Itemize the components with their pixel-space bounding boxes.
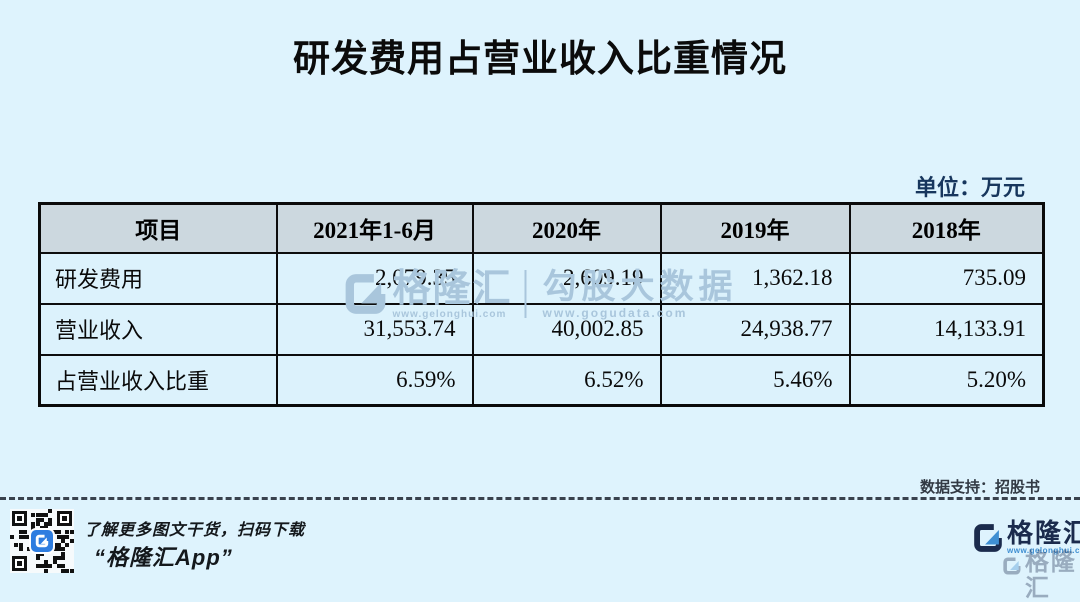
table-cell: 14,133.91 [848,302,1045,356]
gelonghui-brand: 格隆汇 www.gelonghui.com [972,520,1080,555]
table-cell: 6.59% [275,353,474,407]
table-cell: 6.52% [471,353,662,407]
column-header-item: 项目 [38,202,278,254]
source-note: 数据支持：招股书 [919,479,1040,496]
gelonghui-logo-icon [1003,557,1021,575]
qr-finder-icon [57,511,72,526]
column-header-2020: 2020年 [471,202,662,254]
column-header-2019: 2019年 [659,202,851,254]
table-cell: 1,362.18 [659,251,851,305]
qr-code [10,509,74,573]
footer-app-name: “格隆汇App” [94,545,233,570]
gelonghui-brand-ghost: 格隆汇 [1002,550,1080,602]
table-cell: 735.09 [848,251,1045,305]
table-cell: 2,609.19 [471,251,662,305]
unit-label: 单位：万元 [914,175,1025,200]
table-header-row: 项目 2021年1-6月 2020年 2019年 2018年 [38,202,1045,254]
table-cell: 31,553.74 [275,302,474,356]
brand-name: 格隆汇 [1024,549,1077,602]
row-label: 营业收入 [38,302,278,356]
qr-center-app-logo-icon [31,530,53,552]
gelonghui-logo-icon [35,534,49,548]
gelonghui-logo-icon [974,524,1002,552]
data-table: 项目 2021年1-6月 2020年 2019年 2018年 研发费用 2,07… [38,202,1045,407]
table-cell: 40,002.85 [471,302,662,356]
brand-url: www.gelonghui.com [1007,546,1080,555]
page-title: 研发费用占营业收入比重情况 [293,38,787,79]
table-cell: 5.46% [659,353,851,407]
table-cell: 2,079.35 [275,251,474,305]
table-cell: 5.20% [848,353,1045,407]
qr-finder-icon [12,511,27,526]
row-label: 研发费用 [38,251,278,305]
column-header-2021-h1: 2021年1-6月 [275,202,474,254]
table-row-rd-expense: 研发费用 2,079.35 2,609.19 1,362.18 735.09 [38,251,1045,305]
divider-dashed-line [0,497,1080,500]
table-row-ratio: 占营业收入比重 6.59% 6.52% 5.46% 5.20% [38,353,1045,407]
row-label: 占营业收入比重 [38,353,278,407]
table-cell: 24,938.77 [659,302,851,356]
column-header-2018: 2018年 [848,202,1045,254]
brand-name: 格隆汇 [1007,518,1080,548]
footer-caption: 了解更多图文干货，扫码下载 [84,522,306,539]
qr-finder-icon [12,556,27,571]
table-row-revenue: 营业收入 31,553.74 40,002.85 24,938.77 14,13… [38,302,1045,356]
